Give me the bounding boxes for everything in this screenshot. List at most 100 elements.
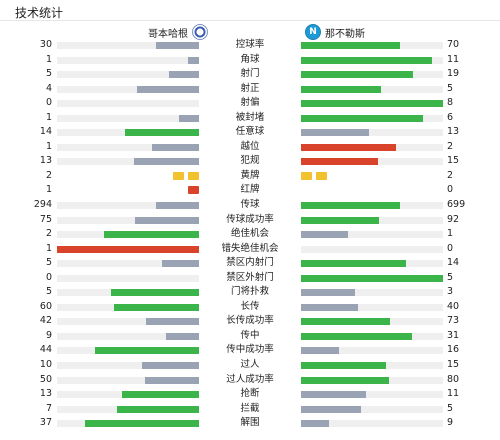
away-stat-bar (301, 318, 443, 326)
home-stat-bar-fill (134, 158, 199, 166)
stat-row: 5 禁区内射门 14 (0, 256, 500, 271)
home-stat-bar-fill (57, 245, 199, 253)
stat-label: 禁区内射门 (226, 257, 274, 269)
stat-label: 传中成功率 (226, 344, 274, 356)
away-stat-bar (301, 143, 443, 151)
home-stat-value: 5 (45, 286, 52, 298)
away-stat-bar-fill (301, 216, 379, 224)
stat-label: 犯规 (240, 155, 260, 167)
away-stat-value: 15 (447, 155, 460, 167)
stat-label: 解围 (240, 417, 260, 429)
away-stat-value: 13 (447, 126, 460, 138)
stat-row: 0 射偏 8 (0, 96, 500, 111)
page-title: 技术统计 (15, 6, 64, 20)
away-stat-bar (301, 231, 443, 239)
home-stat-bar-fill (114, 303, 199, 311)
home-stat-value: 10 (39, 359, 52, 371)
home-stat-bar (57, 391, 199, 399)
stat-row: 4 射正 5 (0, 82, 500, 97)
stat-row: 9 传中 31 (0, 329, 500, 344)
away-stat-bar-fill (301, 143, 396, 151)
away-stat-bar (301, 158, 443, 166)
stat-row: 42 长传成功率 73 (0, 314, 500, 329)
home-stat-bar-fill (152, 143, 199, 151)
stat-label: 射偏 (240, 97, 260, 109)
stat-row: 1 错失绝佳机会 0 (0, 242, 500, 257)
home-stat-bar (57, 202, 199, 210)
home-stat-bar (57, 216, 199, 224)
home-stat-value: 0 (45, 97, 52, 109)
home-stat-value: 44 (39, 344, 52, 356)
away-stat-value: 11 (447, 388, 460, 400)
home-stat-value: 13 (39, 155, 52, 167)
stat-row: 1 角球 11 (0, 53, 500, 68)
away-stat-bar-fill (301, 129, 369, 137)
away-stat-bar-fill (301, 260, 406, 268)
fc-copenhagen-crest-icon (192, 24, 208, 40)
away-stat-bar-fill (301, 405, 361, 413)
home-stat-value: 1 (45, 111, 52, 123)
away-stat-value: 5 (447, 271, 454, 283)
stats-list: 30 控球率 70 1 角球 11 5 射门 19 4 射正 5 0 射偏 8 1 被封堵 6 14 任意球 13 1 越位… (0, 38, 500, 431)
stat-label: 绝佳机会 (230, 228, 269, 240)
away-stat-value: 3 (447, 286, 454, 298)
away-stat-bar-fill (301, 420, 329, 428)
home-stat-bar-fill (156, 202, 199, 210)
stat-label: 越位 (240, 140, 260, 152)
away-stat-bar-fill (301, 202, 400, 210)
away-stat-bar (301, 289, 443, 297)
home-stat-bar (57, 274, 199, 282)
stat-label: 门将扑救 (230, 286, 269, 298)
stat-row: 44 传中成功率 16 (0, 343, 500, 358)
away-stat-value: 2 (447, 169, 454, 181)
home-stat-bar (57, 332, 199, 340)
away-stat-bar (301, 202, 443, 210)
away-stat-bar (301, 71, 443, 79)
home-stat-value: 0 (45, 271, 52, 283)
yellow-card-icon (301, 171, 312, 180)
away-stat-value: 0 (447, 184, 454, 196)
away-stat-bar-fill (301, 318, 390, 326)
stat-label: 控球率 (235, 39, 265, 50)
away-stat-bar-fill (301, 332, 412, 340)
away-stat-bar-fill (301, 71, 413, 79)
stat-label: 黄牌 (240, 169, 260, 181)
away-stat-bar (301, 85, 443, 93)
stat-label: 过人成功率 (226, 373, 274, 385)
home-stat-bar (57, 100, 199, 108)
stat-label: 红牌 (240, 184, 260, 196)
away-stat-bar-fill (301, 362, 386, 370)
home-stat-bar (57, 158, 199, 166)
away-stat-value: 40 (447, 300, 460, 312)
stat-row: 37 解围 9 (0, 416, 500, 431)
home-stat-bar (57, 42, 199, 49)
away-stat-bar (301, 260, 443, 268)
home-stat-value: 4 (45, 82, 52, 94)
stat-label: 错失绝佳机会 (221, 242, 279, 254)
away-stat-bar (301, 303, 443, 311)
away-stat-bar (301, 420, 443, 428)
stat-row: 5 射门 19 (0, 67, 500, 82)
home-stat-bar (57, 347, 199, 355)
home-stat-value: 2 (45, 169, 52, 181)
home-card-icons (188, 186, 199, 195)
stat-row: 294 传球 699 (0, 198, 500, 213)
away-stat-value: 11 (447, 53, 460, 65)
away-stat-bar (301, 332, 443, 340)
home-stat-bar-fill (85, 420, 199, 428)
away-stat-bar (301, 216, 443, 224)
home-stat-bar-fill (135, 216, 199, 224)
away-stat-bar-fill (301, 56, 432, 64)
home-stat-bar-fill (162, 260, 199, 268)
away-stat-value: 73 (447, 315, 460, 327)
stat-row: 7 拦截 5 (0, 402, 500, 417)
home-stat-value: 14 (39, 126, 52, 138)
away-stat-bar-fill (301, 274, 443, 282)
away-stat-value: 31 (447, 329, 460, 341)
away-stat-bar (301, 391, 443, 399)
stat-row: 1 红牌 0 (0, 183, 500, 198)
home-stat-bar-fill (137, 85, 199, 93)
away-stat-value: 5 (447, 82, 454, 94)
away-stat-bar (301, 56, 443, 64)
away-stat-bar (301, 245, 443, 253)
